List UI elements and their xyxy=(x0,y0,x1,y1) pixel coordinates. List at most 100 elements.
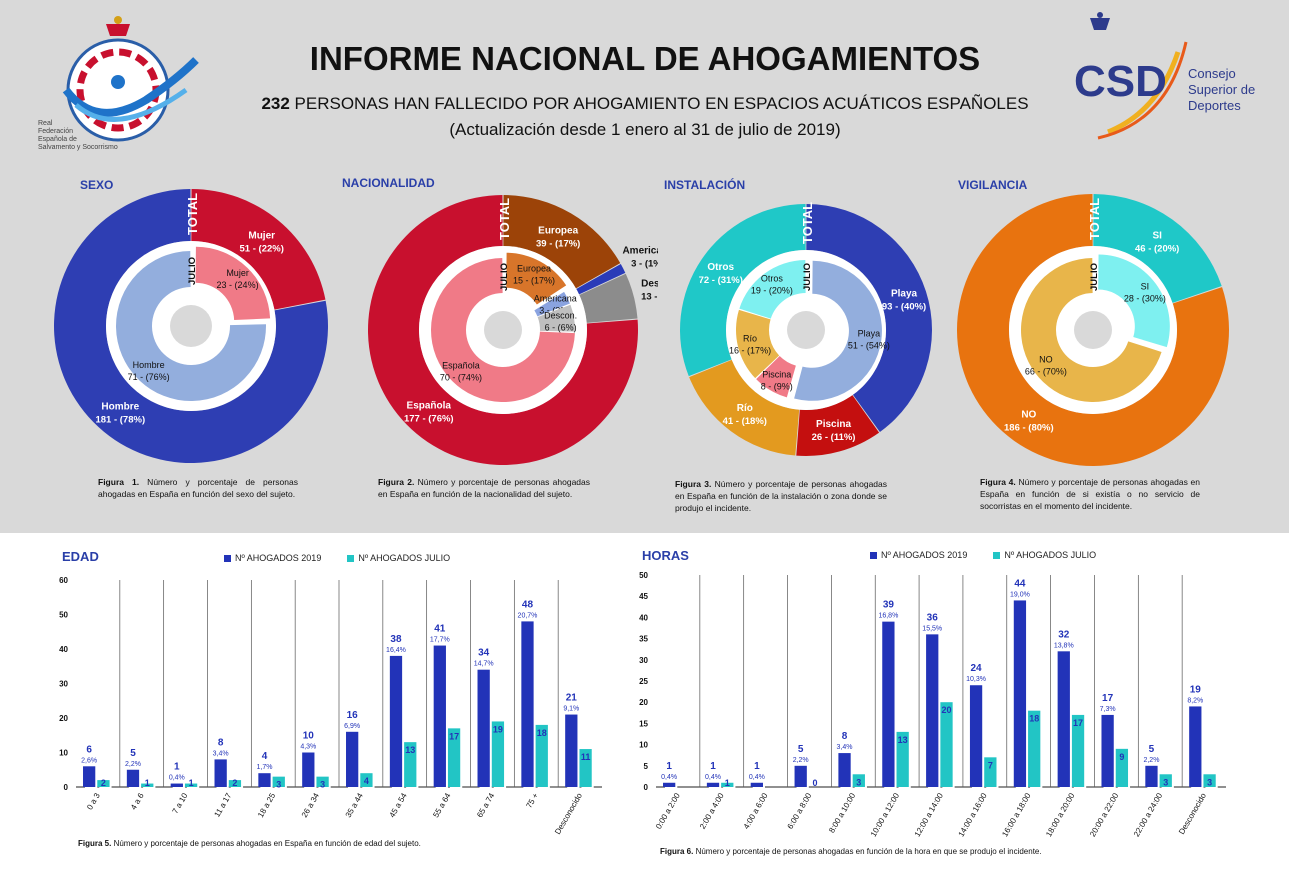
outer-label-si: SI xyxy=(1152,231,1162,242)
bar-2019-pct: 14,7% xyxy=(474,661,494,668)
bar-2019 xyxy=(706,782,720,787)
bar-2019-value: 44 xyxy=(1014,578,1026,589)
bar-julio-value: 3 xyxy=(276,780,281,790)
bar-julio-value: 1 xyxy=(145,778,150,788)
bar-2019 xyxy=(126,769,140,787)
outer-slice-europea xyxy=(503,195,621,289)
bar-julio xyxy=(1159,774,1172,787)
outer-label-europea: Europea xyxy=(538,225,578,236)
inner-value-playa: 51 - (54%) xyxy=(848,340,890,350)
csd-logo-text: Consejo Superior de Deportes xyxy=(1188,66,1256,113)
x-tick-label: 16:00 a 18:00 xyxy=(1000,791,1033,838)
bar-julio-value: 4 xyxy=(364,776,369,786)
bar-2019-value: 36 xyxy=(927,612,939,623)
bar-2019-pct: 2,2% xyxy=(125,761,141,768)
bar-julio-value: 3 xyxy=(1207,777,1212,787)
bar-2019 xyxy=(926,634,939,787)
bar-2019-value: 24 xyxy=(971,663,983,674)
outer-slice-piscina xyxy=(796,395,880,456)
bar-2019 xyxy=(346,731,359,787)
bar-2019-value: 1 xyxy=(710,761,716,772)
donut-title-nacionalidad: NACIONALIDAD xyxy=(342,176,435,190)
bar-2019-pct: 15,5% xyxy=(922,625,942,632)
inner-label-mujer: Mujer xyxy=(226,268,249,278)
bar-2019 xyxy=(389,655,403,787)
y-tick-label: 20 xyxy=(639,698,648,707)
outer-value-americana: 3 - (1%) xyxy=(631,259,658,270)
bar-julio-value: 17 xyxy=(449,731,459,741)
bar-2019 xyxy=(750,782,763,787)
inner-slice-mujer xyxy=(195,246,271,320)
x-tick-label: 8:00 a 10:00 xyxy=(827,791,857,835)
outer-value-si: 46 - (20%) xyxy=(1135,244,1179,255)
bar-2019-value: 1 xyxy=(754,761,760,772)
legend-label-julio: Nº AHOGADOS JULIO xyxy=(1004,550,1097,560)
bar-julio xyxy=(1028,710,1041,787)
y-tick-label: 45 xyxy=(639,592,648,601)
bar-2019-pct: 13,8% xyxy=(1054,642,1074,649)
inner-slice-descon xyxy=(537,304,575,332)
outer-label-espanola: Española xyxy=(407,401,452,412)
y-tick-label: 40 xyxy=(59,645,68,654)
outer-slice-rio xyxy=(689,359,800,456)
ring-label-total: TOTAL xyxy=(800,202,815,244)
bar-2019-value: 32 xyxy=(1058,629,1070,640)
inner-label-europea: Europea xyxy=(517,263,551,273)
inner-value-descon: 6 - (6%) xyxy=(545,322,577,332)
bar-julio xyxy=(491,721,505,787)
rfess-logo xyxy=(62,16,199,142)
inner-slice-rio xyxy=(736,309,780,379)
x-tick-label: 18:00 a 20:00 xyxy=(1044,791,1077,838)
inner-value-mujer: 23 - (24%) xyxy=(217,280,259,290)
x-tick-label: 0 a 3 xyxy=(85,791,102,811)
inner-label-otros: Otros xyxy=(761,274,784,284)
bar-julio xyxy=(721,782,734,787)
legend-edad: Nº AHOGADOS 2019 Nº AHOGADOS JULIO xyxy=(224,553,450,563)
bar-julio xyxy=(447,728,461,787)
bar-2019-pct: 0,4% xyxy=(749,774,765,781)
bar-2019-pct: 2,6% xyxy=(81,757,97,764)
bar-2019 xyxy=(170,783,183,787)
outer-value-hombre: 181 - (78%) xyxy=(95,415,145,426)
y-tick-label: 30 xyxy=(639,656,648,665)
bar-2019 xyxy=(302,752,315,787)
bar-2019-value: 6 xyxy=(86,744,92,755)
ring-label-julio: JULIO xyxy=(1089,263,1100,291)
inner-label-rio: Río xyxy=(743,333,757,343)
outer-value-espanola: 177 - (76%) xyxy=(404,414,454,425)
bar-julio xyxy=(316,776,329,787)
y-tick-label: 25 xyxy=(639,677,648,686)
caption-figura-3: Figura 3. Número y porcentaje de persona… xyxy=(675,479,887,513)
bar-julio-value: 1 xyxy=(725,778,730,788)
bar-2019 xyxy=(838,753,851,787)
page-title: INFORME NACIONAL DE AHOGAMIENTOS xyxy=(309,40,981,77)
outer-value-otros: 72 - (31%) xyxy=(699,275,743,286)
bar-title-edad: EDAD xyxy=(62,549,99,564)
bar-2019 xyxy=(1013,600,1027,787)
x-tick-label: 4 a 6 xyxy=(129,791,146,811)
outer-label-otros: Otros xyxy=(707,262,734,273)
bar-julio xyxy=(360,773,373,787)
x-tick-label: 26 a 34 xyxy=(300,791,321,819)
legend-swatch-2019 xyxy=(224,554,231,562)
inner-label-si: SI xyxy=(1141,282,1150,292)
x-tick-label: 0:00 a 2:00 xyxy=(654,791,682,831)
ring-label-total: TOTAL xyxy=(185,193,200,235)
bar-2019-value: 5 xyxy=(1149,744,1155,755)
bar-julio xyxy=(272,776,285,787)
bar-2019-value: 8 xyxy=(842,731,848,742)
donut-chart-vigilancia: SI 46 - (20%) NO 186 - (80%) SI 28 - (30%) NO 6… xyxy=(957,194,1229,466)
donut-hole xyxy=(787,311,825,349)
bar-2019-pct: 0,4% xyxy=(169,775,185,782)
bar-julio xyxy=(1115,748,1129,787)
outer-slice-playa xyxy=(806,204,932,433)
inner-slice-playa xyxy=(794,260,882,401)
bar-2019-pct: 9,1% xyxy=(563,706,579,713)
outer-label-rio: Río xyxy=(737,403,753,414)
y-tick-label: 30 xyxy=(59,680,68,689)
bar-2019-value: 38 xyxy=(390,634,402,645)
x-tick-label: 55 a 64 xyxy=(431,791,452,819)
bar-2019 xyxy=(1189,706,1202,787)
x-tick-label: 2:00 a 4:00 xyxy=(698,791,726,831)
